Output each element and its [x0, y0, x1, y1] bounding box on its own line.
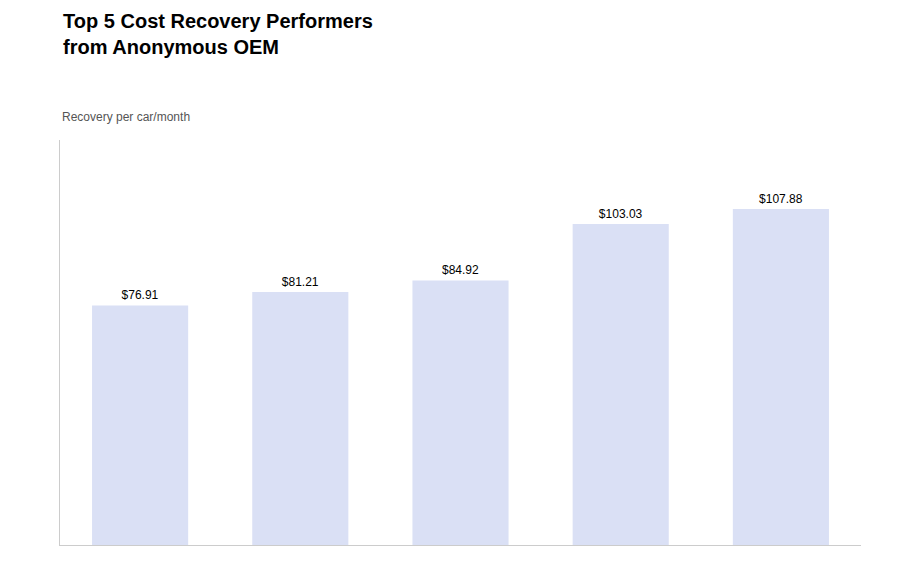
svg-text:$76.91: $76.91	[122, 288, 159, 302]
svg-text:Top 5 Cost Recovery Performers: Top 5 Cost Recovery Performersfrom Anony…	[63, 10, 373, 58]
svg-text:Recovery per car/month: Recovery per car/month	[62, 110, 190, 124]
svg-text:$107.88: $107.88	[759, 192, 803, 206]
svg-text:$81.21: $81.21	[282, 275, 319, 289]
svg-text:$103.03: $103.03	[599, 207, 643, 221]
svg-text:$84.92: $84.92	[442, 263, 479, 277]
